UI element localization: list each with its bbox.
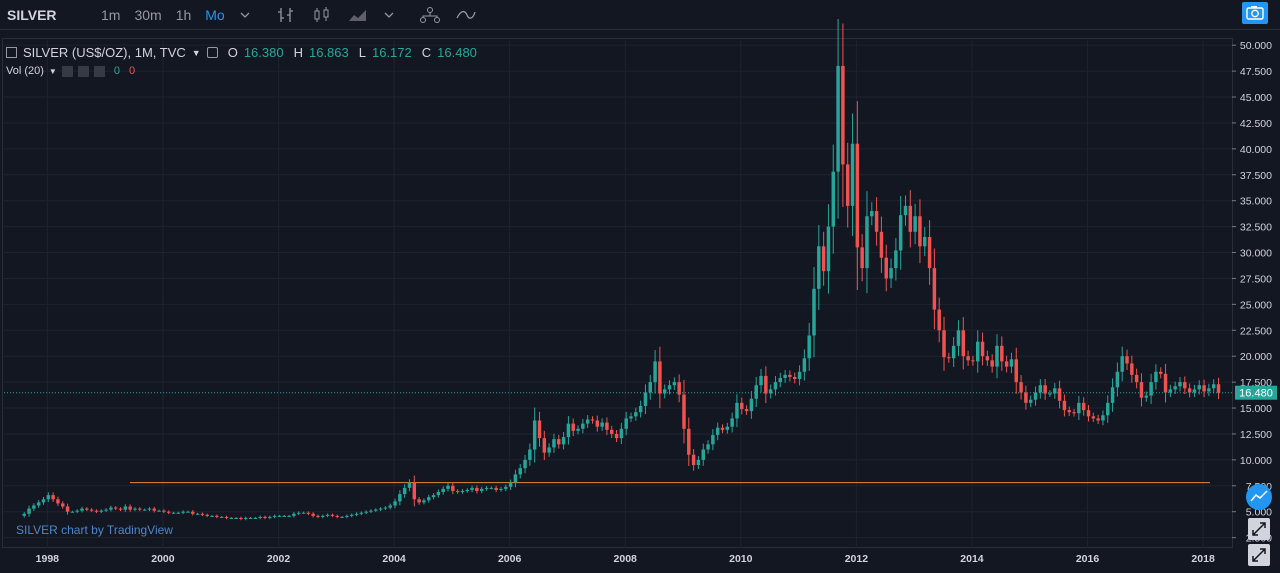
low-value: 16.172 (371, 45, 412, 60)
fullscreen-icon[interactable] (1248, 518, 1270, 540)
time-axis: 1998 2000 2002 2004 2006 2008 2010 2012 2014 2016… (36, 553, 1215, 565)
bar-style-icon[interactable] (275, 6, 297, 24)
y-tick-label: 30.000 (1240, 248, 1272, 260)
y-tick-label: 32.500 (1240, 222, 1272, 234)
settings-square-icon[interactable] (206, 47, 218, 58)
settings-square-icon[interactable] (6, 47, 17, 58)
y-tick-label: 20.000 (1240, 351, 1272, 363)
fullscreen-icon[interactable] (1248, 544, 1270, 566)
interval-30m-button[interactable]: 30m (134, 6, 162, 23)
last-price-badge (1235, 385, 1277, 400)
volume-value-2: 0 (128, 65, 136, 77)
x-tick-label: 2010 (729, 553, 753, 565)
y-tick-label: 12.500 (1240, 429, 1272, 441)
x-tick-label: 2008 (614, 553, 638, 565)
top-toolbar: SILVER 1m 30m 1h Mo (0, 0, 1280, 30)
y-tick-label: 25.000 (1240, 299, 1272, 311)
interval-1m-button[interactable]: 1m (101, 6, 121, 23)
close-label: C (421, 45, 432, 60)
x-tick-label: 2016 (1076, 553, 1100, 565)
high-value: 16.863 (308, 45, 349, 60)
high-label: H (293, 45, 303, 60)
interval-1h-button[interactable]: 1h (175, 6, 192, 23)
low-label: L (358, 45, 366, 60)
y-tick-label: 17.500 (1240, 377, 1272, 389)
y-tick-label: 27.500 (1240, 273, 1272, 285)
chevron-down-icon[interactable] (383, 6, 405, 24)
volume-label[interactable]: Vol (20) (6, 65, 44, 77)
y-tick-label: 37.500 (1240, 170, 1272, 182)
symbol-search-button[interactable]: SILVER (7, 6, 57, 23)
open-value: 16.380 (243, 45, 284, 60)
y-tick-label: 47.500 (1240, 66, 1272, 78)
y-tick-label: 15.000 (1240, 403, 1272, 415)
candle-style-icon[interactable] (311, 6, 333, 24)
close-value: 16.480 (437, 45, 477, 60)
last-price-label: 16.480 (1239, 388, 1273, 400)
chart-legend: SILVER (US$/OZ), 1M, TVC ▼ O 16.380 H 16.8… (6, 45, 477, 60)
volume-legend: Vol (20) ▼ 0 0 (6, 65, 135, 77)
x-tick-label: 2012 (845, 553, 869, 565)
interval-month-button[interactable]: Mo (205, 6, 225, 23)
y-tick-label: 45.000 (1240, 92, 1272, 104)
x-tick-label: 2018 (1191, 553, 1215, 565)
watermark: SILVER chart by TradingView (16, 523, 173, 537)
indicators-icon[interactable] (455, 6, 477, 24)
chart-pane[interactable] (2, 38, 1233, 548)
compare-icon[interactable] (419, 6, 441, 24)
y-tick-label: 22.500 (1240, 325, 1272, 337)
open-label: O (227, 45, 238, 60)
x-tick-label: 2000 (151, 553, 175, 565)
eye-icon[interactable] (61, 65, 73, 77)
series-title[interactable]: SILVER (US$/OZ), 1M, TVC (23, 45, 186, 60)
chevron-down-icon[interactable]: ▼ (191, 47, 201, 58)
y-tick-label: 35.000 (1240, 196, 1272, 208)
y-tick-label: 42.500 (1240, 118, 1272, 130)
chevron-down-icon[interactable] (239, 6, 261, 24)
x-tick-label: 2006 (498, 553, 522, 565)
settings-icon[interactable] (77, 65, 89, 77)
x-tick-label: 2014 (960, 553, 984, 565)
y-tick-label: 10.000 (1240, 455, 1272, 467)
y-tick-label: 50.000 (1240, 40, 1272, 52)
area-style-icon[interactable] (347, 6, 369, 24)
y-tick-label: 40.000 (1240, 144, 1272, 156)
chevron-down-icon[interactable]: ▼ (48, 66, 57, 76)
x-tick-label: 2002 (267, 553, 291, 565)
x-tick-label: 2004 (382, 553, 406, 565)
close-icon[interactable] (93, 65, 105, 77)
volume-value-1: 0 (113, 65, 120, 77)
zoom-out-icon[interactable] (1246, 484, 1272, 510)
x-tick-label: 1998 (36, 553, 60, 565)
price-axis: 2.5005.0007.50010.00012.50015.00017.5002… (1232, 40, 1272, 545)
snapshot-camera-icon[interactable] (1242, 2, 1268, 24)
